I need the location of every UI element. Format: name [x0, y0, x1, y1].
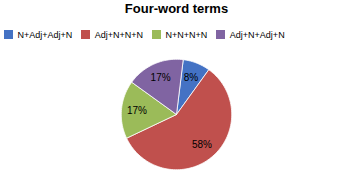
svg-text:58%: 58% — [192, 139, 212, 150]
svg-text:8%: 8% — [184, 71, 199, 82]
svg-text:17%: 17% — [151, 72, 171, 83]
html-text:Four-word terms: Four-word terms — [124, 1, 229, 16]
html-text:N+Adj+Adj+N: N+Adj+Adj+N — [17, 29, 73, 40]
html-text:Adj+N+Adj+N: Adj+N+Adj+N — [229, 29, 285, 40]
html-text:N+N+N+N: N+N+N+N — [165, 29, 208, 40]
html-text:Adj+N+N+N: Adj+N+N+N — [94, 29, 144, 40]
svg-text:17%: 17% — [127, 105, 147, 116]
